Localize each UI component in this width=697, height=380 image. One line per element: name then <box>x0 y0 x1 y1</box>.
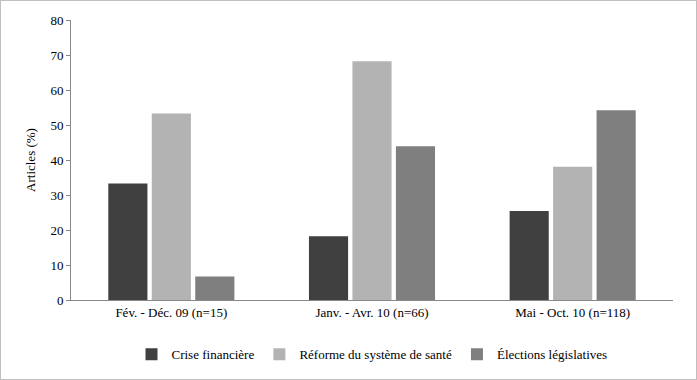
svg-text:20: 20 <box>50 223 63 238</box>
svg-text:60: 60 <box>50 83 63 98</box>
svg-text:Élections législatives: Élections législatives <box>497 347 607 362</box>
svg-text:70: 70 <box>50 48 63 63</box>
svg-text:50: 50 <box>50 118 63 133</box>
svg-text:10: 10 <box>50 258 63 273</box>
svg-text:Articles (%): Articles (%) <box>23 128 38 192</box>
svg-text:Crise financière: Crise financière <box>172 347 255 362</box>
svg-text:Mai - Oct. 10 (n=118): Mai - Oct. 10 (n=118) <box>515 305 630 320</box>
svg-text:30: 30 <box>50 188 63 203</box>
svg-text:40: 40 <box>50 153 63 168</box>
svg-text:0: 0 <box>57 293 64 308</box>
svg-text:80: 80 <box>50 13 63 28</box>
svg-text:Réforme du système de santé: Réforme du système de santé <box>299 347 452 362</box>
svg-text:Janv. - Avr. 10 (n=66): Janv. - Avr. 10 (n=66) <box>315 305 428 320</box>
svg-text:Fév. - Déc. 09 (n=15): Fév. - Déc. 09 (n=15) <box>115 305 227 320</box>
